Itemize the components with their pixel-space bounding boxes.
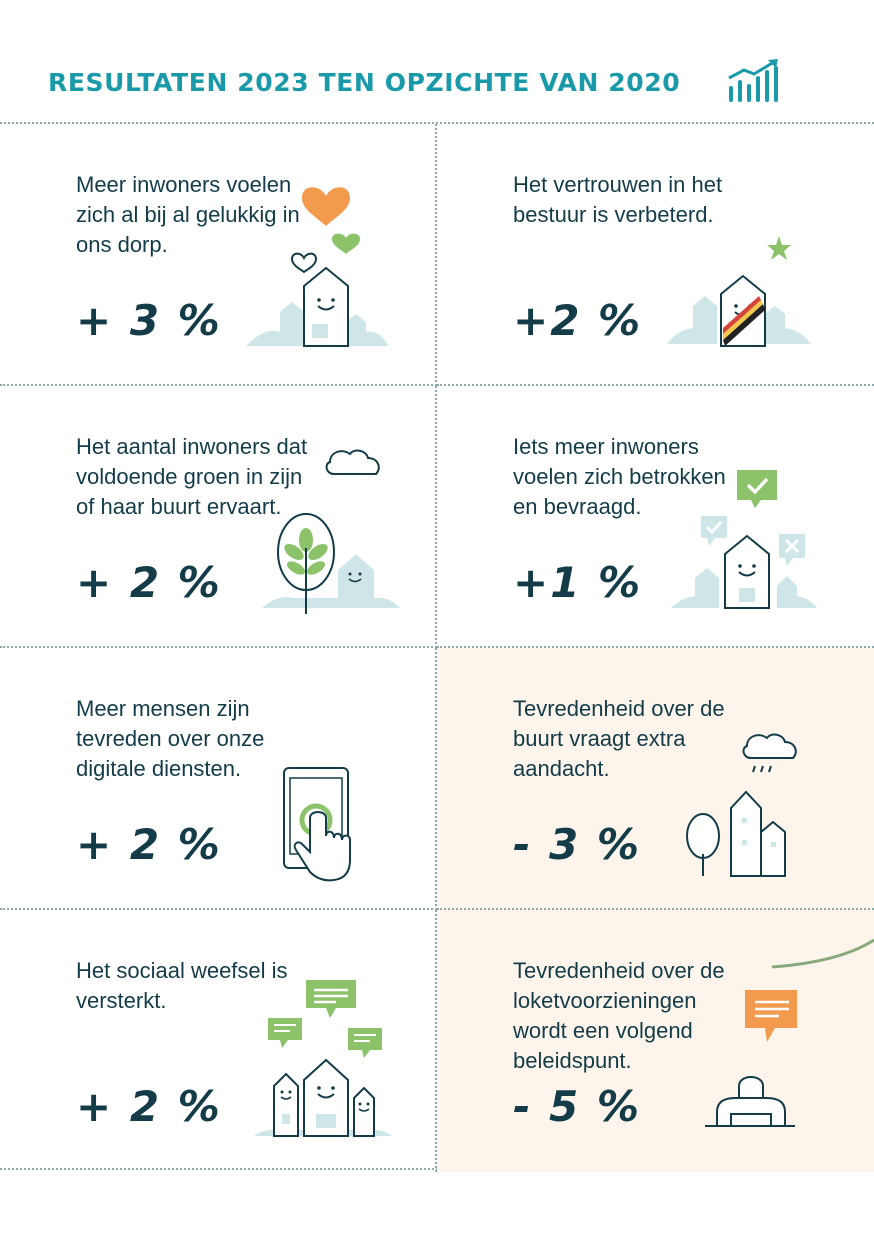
tree-cloud-house-icon bbox=[262, 449, 400, 614]
result-percentage: + 2 % bbox=[76, 820, 222, 869]
result-description: Meer mensen zijn tevreden over onze digi… bbox=[76, 696, 265, 781]
result-percentage: - 5 % bbox=[513, 1082, 641, 1131]
result-description: Meer inwoners voelen zich al bij al gelu… bbox=[76, 172, 300, 257]
result-description: Het sociaal weefsel is versterkt. bbox=[76, 958, 288, 1013]
result-percentage: +2 % bbox=[513, 296, 643, 345]
growth-chart-icon bbox=[728, 59, 778, 102]
result-description: Tevredenheid over de buurt vraagt extra … bbox=[513, 696, 725, 781]
result-description: Het vertrouwen in het bestuur is verbete… bbox=[513, 172, 723, 227]
result-card-happiness: Meer inwoners voelen zich al bij al gelu… bbox=[0, 124, 437, 386]
result-card-trust: Het vertrouwen in het bestuur is verbete… bbox=[437, 124, 874, 386]
result-card-involvement: Iets meer inwoners voelen zich betrokken… bbox=[437, 386, 874, 648]
result-percentage: + 2 % bbox=[76, 558, 222, 607]
results-grid: Meer inwoners voelen zich al bij al gelu… bbox=[0, 122, 874, 1172]
result-card-service-desks: Tevredenheid over de loketvoorzieningen … bbox=[437, 910, 874, 1172]
result-description: Het aantal inwoners dat voldoende groen … bbox=[76, 434, 308, 519]
result-description: Iets meer inwoners voelen zich betrokken… bbox=[513, 434, 726, 519]
result-card-digital: Meer mensen zijn tevreden over onze digi… bbox=[0, 648, 437, 910]
house-vote-bubbles-icon bbox=[671, 470, 817, 609]
happy-house-hearts-icon bbox=[246, 187, 388, 347]
result-card-neighbourhood: Tevredenheid over de buurt vraagt extra … bbox=[437, 648, 874, 910]
page-title: RESULTATEN 2023 TEN OPZICHTE VAN 2020 bbox=[48, 68, 681, 97]
result-card-social-fabric: Het sociaal weefsel is versterkt. + 2 % bbox=[0, 910, 437, 1172]
houses-chat-bubbles-icon bbox=[254, 980, 392, 1137]
tablet-touch-icon bbox=[283, 767, 351, 882]
mayor-house-sash-icon bbox=[667, 236, 811, 347]
rain-cloud-buildings-icon bbox=[686, 733, 797, 877]
result-percentage: +1 % bbox=[513, 558, 643, 607]
result-card-greenery: Het aantal inwoners dat voldoende groen … bbox=[0, 386, 437, 648]
result-percentage: + 2 % bbox=[76, 1082, 222, 1131]
result-description: Tevredenheid over de loketvoorzieningen … bbox=[513, 958, 725, 1073]
service-desk-icon bbox=[705, 990, 797, 1127]
result-percentage: + 3 % bbox=[76, 296, 222, 345]
result-percentage: - 3 % bbox=[513, 820, 641, 869]
